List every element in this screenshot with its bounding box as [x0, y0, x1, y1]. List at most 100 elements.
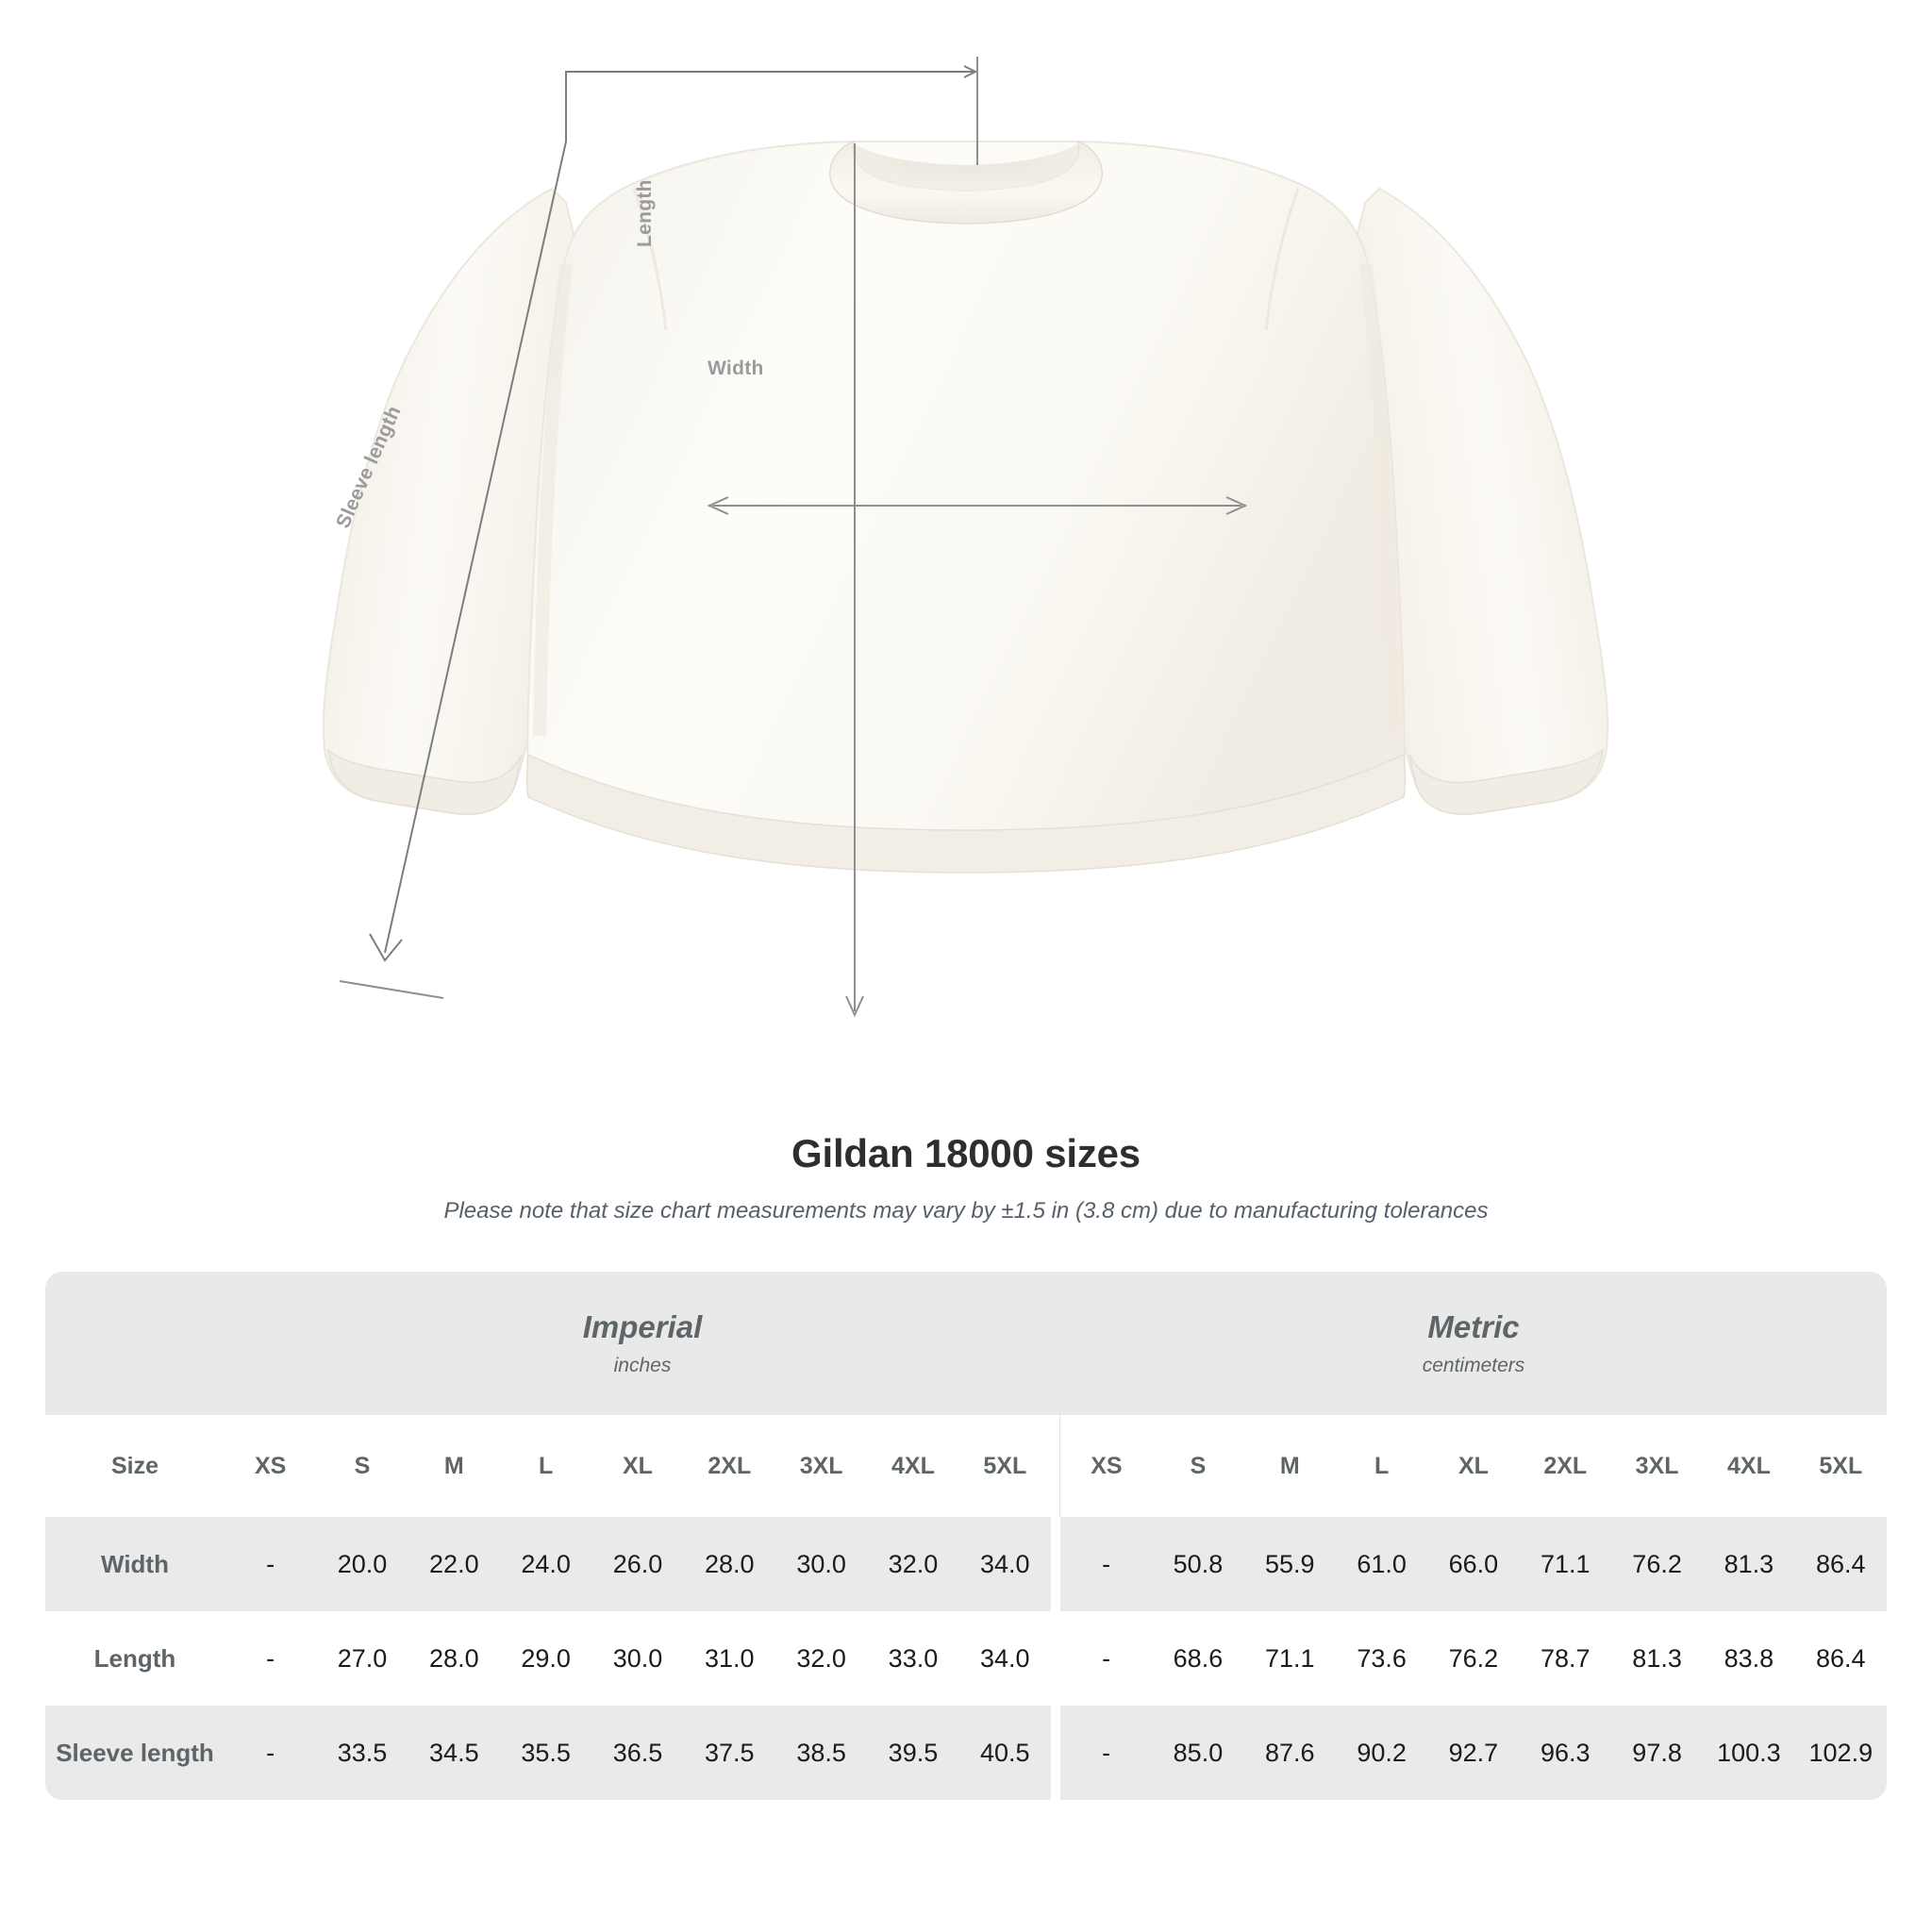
cell-metric: 73.6 — [1335, 1611, 1428, 1706]
cell-metric: 76.2 — [1427, 1611, 1520, 1706]
size-header-imperial-l: L — [499, 1415, 592, 1517]
cell-imperial: - — [225, 1611, 317, 1706]
cell-imperial: 31.0 — [683, 1611, 775, 1706]
cell-metric: 92.7 — [1427, 1706, 1520, 1800]
cell-imperial: 30.0 — [774, 1517, 868, 1611]
size-header-metric-xs: XS — [1059, 1415, 1153, 1517]
tolerance-note: Please note that size chart measurements… — [443, 1198, 1489, 1224]
size-header-imperial-m: M — [408, 1415, 500, 1517]
size-chart-table-container: Imperial inches Metric centimeters Size XS S M L… — [45, 1272, 1888, 1800]
length-arrow-bottom — [845, 995, 864, 1018]
bottom-hem — [525, 753, 1407, 874]
unit-separator-cell — [1051, 1706, 1060, 1800]
cell-metric: 100.3 — [1703, 1706, 1795, 1800]
neck-opening — [853, 143, 1079, 192]
measurement-guides — [339, 57, 1248, 1018]
size-header-imperial-2xl: 2XL — [683, 1415, 775, 1517]
unit-separator-cell — [1051, 1611, 1060, 1706]
cell-metric: 96.3 — [1519, 1706, 1611, 1800]
size-header-metric-4xl: 4XL — [1703, 1415, 1795, 1517]
unit-name: Metric — [1427, 1309, 1520, 1344]
cell-metric: 71.1 — [1243, 1611, 1336, 1706]
row-label-sleeve-length: Sleeve length — [45, 1706, 225, 1800]
cell-imperial: 33.5 — [316, 1706, 408, 1800]
size-header-metric-l: L — [1335, 1415, 1428, 1517]
sleeve-arrow-bottom — [369, 933, 403, 962]
cell-imperial: 20.0 — [316, 1517, 408, 1611]
banner-corner-cell — [45, 1272, 225, 1415]
cell-metric: 86.4 — [1794, 1517, 1888, 1611]
sweatshirt-shape — [322, 140, 1609, 874]
cell-imperial: 29.0 — [499, 1611, 592, 1706]
chart-caption: Gildan 18000 sizes Please note that size… — [0, 1131, 1932, 1225]
cell-imperial: 24.0 — [499, 1517, 592, 1611]
row-label-length: Length — [45, 1611, 225, 1706]
cell-metric: 102.9 — [1794, 1706, 1888, 1800]
cell-imperial: 34.5 — [408, 1706, 500, 1800]
cell-imperial: 28.0 — [683, 1517, 775, 1611]
table-row: Sleeve length -33.5 34.5 35.5 36.5 37.5 38.5 39… — [45, 1706, 1888, 1800]
cell-metric: 55.9 — [1243, 1517, 1336, 1611]
unit-name: Imperial — [582, 1309, 703, 1344]
cell-metric: 87.6 — [1243, 1706, 1336, 1800]
cell-metric: 76.2 — [1610, 1517, 1704, 1611]
cell-metric: - — [1059, 1611, 1153, 1706]
cell-imperial: 28.0 — [408, 1611, 500, 1706]
right-cuff — [1408, 748, 1604, 815]
size-header-metric-3xl: 3XL — [1610, 1415, 1704, 1517]
unit-banner-imperial: Imperial inches — [225, 1272, 1060, 1415]
table-row: Length -27.0 28.0 29.0 30.0 31.0 32.0 33.0 34.0-… — [45, 1611, 1888, 1706]
cell-metric: 83.8 — [1703, 1611, 1795, 1706]
cell-metric: 81.3 — [1610, 1611, 1704, 1706]
cell-metric: 81.3 — [1703, 1517, 1795, 1611]
page-title: Gildan 18000 sizes — [791, 1131, 1141, 1175]
cell-imperial: 32.0 — [774, 1611, 868, 1706]
cell-imperial: 33.0 — [867, 1611, 959, 1706]
cell-metric: - — [1059, 1517, 1153, 1611]
cell-imperial: 22.0 — [408, 1517, 500, 1611]
cell-metric: 90.2 — [1335, 1706, 1428, 1800]
row-label-width: Width — [45, 1517, 225, 1611]
cell-imperial: 35.5 — [499, 1706, 592, 1800]
cell-metric: 97.8 — [1610, 1706, 1704, 1800]
unit-separator-cell — [1051, 1517, 1060, 1611]
size-header-imperial-xl: XL — [591, 1415, 684, 1517]
unit-banner-metric: Metric centimeters — [1059, 1272, 1888, 1415]
body-shadow-left — [533, 263, 573, 737]
cell-imperial: 40.5 — [958, 1706, 1051, 1800]
cell-imperial: 38.5 — [774, 1706, 868, 1800]
size-header-metric-s: S — [1152, 1415, 1244, 1517]
body-shadow-right — [1359, 263, 1399, 737]
unit-banner-row: Imperial inches Metric centimeters — [45, 1272, 1888, 1415]
cell-metric: 86.4 — [1794, 1611, 1888, 1706]
width-dimension-label: Width — [708, 358, 764, 379]
size-chart-table: Imperial inches Metric centimeters Size XS S M L… — [45, 1272, 1888, 1800]
cell-imperial: 32.0 — [867, 1517, 959, 1611]
cell-imperial: 39.5 — [867, 1706, 959, 1800]
size-header-metric-5xl: 5XL — [1794, 1415, 1888, 1517]
unit-separator-cell — [1051, 1415, 1060, 1517]
cell-metric: 85.0 — [1152, 1706, 1244, 1800]
cell-metric: - — [1059, 1706, 1153, 1800]
cell-imperial: - — [225, 1706, 317, 1800]
cell-imperial: 36.5 — [591, 1706, 684, 1800]
size-header-row: Size XS S M L XL 2XL 3XL 4XL 5XL XS S M L XL 2XL 3XL 4XL 5… — [45, 1415, 1888, 1517]
cell-metric: 68.6 — [1152, 1611, 1244, 1706]
sleeve-end-tick — [339, 980, 444, 999]
right-shoulder-seam — [1264, 188, 1300, 331]
width-arrow-right — [1225, 496, 1248, 515]
sweatshirt-svg — [322, 57, 1609, 1018]
size-header-imperial-s: S — [316, 1415, 408, 1517]
cell-metric: 78.7 — [1519, 1611, 1611, 1706]
unit-subtitle: centimeters — [1422, 1355, 1525, 1376]
cell-metric: 61.0 — [1335, 1517, 1428, 1611]
left-cuff — [327, 748, 523, 815]
cell-imperial: 34.0 — [958, 1517, 1051, 1611]
width-arrow-left — [707, 496, 729, 515]
cell-metric: 66.0 — [1427, 1517, 1520, 1611]
table-row: Width -20.0 22.0 24.0 26.0 28.0 30.0 32.0 34.0-5… — [45, 1517, 1888, 1611]
sleeve-length-leader — [384, 71, 974, 954]
cell-metric: 50.8 — [1152, 1517, 1244, 1611]
size-header-metric-2xl: 2XL — [1519, 1415, 1611, 1517]
sleeve-leader-arrowhead — [963, 65, 978, 78]
